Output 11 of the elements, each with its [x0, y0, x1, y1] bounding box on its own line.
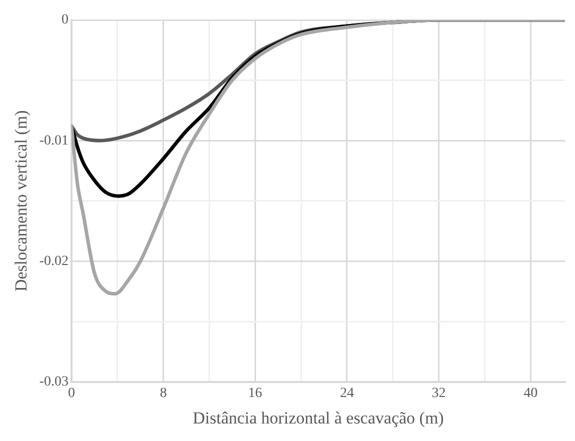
y-tick-label: -0.01	[39, 133, 69, 148]
y-tick-label: -0.02	[39, 254, 69, 269]
y-tick-label: -0.03	[39, 374, 69, 390]
y-tick-label: 0	[62, 12, 69, 28]
x-tick-label: 16	[248, 386, 262, 401]
y-axis-title: Deslocamento vertical (m)	[12, 110, 31, 292]
x-tick-label: 24	[340, 386, 354, 401]
x-tick-label: 32	[432, 386, 446, 401]
x-axis-title: Distância horizontal à escavação (m)	[192, 408, 444, 428]
x-tick-label: 8	[160, 386, 167, 401]
x-tick-label: 40	[524, 386, 538, 401]
